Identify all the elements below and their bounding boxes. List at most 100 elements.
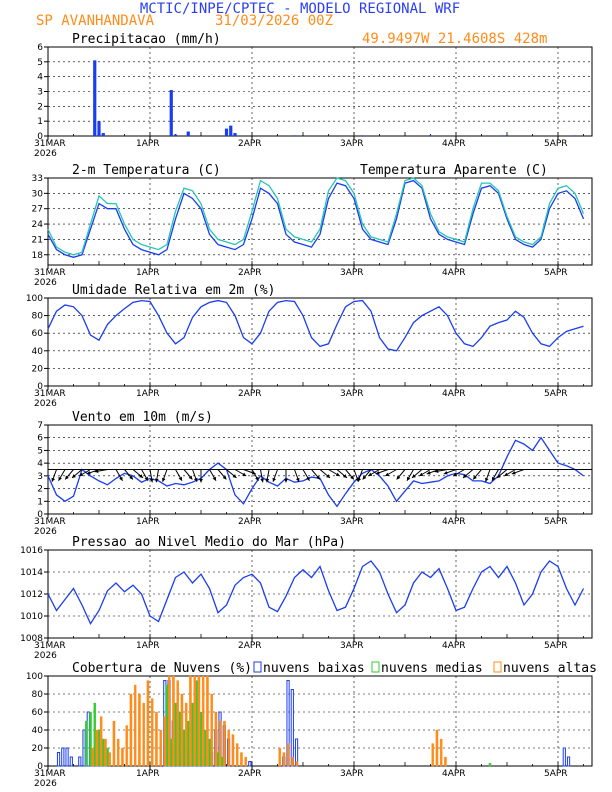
panels: 012345631MAR1APR2APR3APR4APR5APR6APR2026… [20,32,597,789]
wind-arrow-head [199,478,203,483]
wind-arrow-head [463,474,467,478]
y-tick-label: 5 [37,58,43,68]
cloud-bar-2 [278,747,281,767]
y-tick-label: 1 [37,497,43,507]
cloud-bar-2 [150,698,154,767]
cloud-bar-0 [56,752,61,767]
x-year-label: 2026 [34,399,57,409]
cloud-bar-2 [99,716,103,767]
precip-bar [101,133,105,136]
cloud-bar-2 [116,738,120,767]
cloud-bar-2 [244,756,247,767]
panel-title: 2-m Temperatura (C) [72,163,221,178]
cloud-bar-2 [108,752,111,767]
x-tick-label: 1APR [136,769,160,779]
cloud-bar-2 [184,702,188,767]
header-title: MCTIC/INPE/CPTEC - MODELO REGIONAL WRF [140,1,460,17]
series-line-0 [47,179,585,258]
cloud-bar-2 [240,752,243,767]
cloud-bar-2 [125,725,128,767]
x-tick-label: 31MAR [34,139,66,149]
panel-temp [44,177,593,269]
x-tick-label: 1APR [136,268,160,278]
y-tick-label: 33 [32,174,43,184]
cloud-bar-2 [201,675,205,767]
panel-cloud [44,661,593,770]
wind-arrow-head [272,477,277,482]
cloud-bar-2 [435,729,439,767]
header-location: 49.9497W 21.4608S 428m [362,31,547,47]
cloud-bar-0 [78,756,82,767]
cloud-bar-0 [61,747,65,767]
x-tick-label: 3APR [340,139,364,149]
x-tick-label: 2APR [238,389,262,399]
wind-arrow-head [473,475,477,480]
wind-arrow-head [188,475,193,480]
x-tick-label: 4APR [442,517,466,527]
x-tick-label: 2APR [238,139,262,149]
header-station: SP AVANHANDAVA [36,13,155,29]
wind-arrow-head [419,472,424,476]
cloud-bar-2 [206,675,209,767]
wind-arrow-head [94,469,99,474]
panel-title: Pressao ao Nivel Medio do Mar (hPa) [72,535,346,550]
cloud-bar-2 [176,680,179,767]
wind-arrow-head [232,474,237,478]
panel-frame [47,297,593,387]
wind-arrow-head [343,474,347,478]
series-line-0 [47,436,584,508]
wind-arrow-head [368,472,373,476]
cloud-bar-1 [488,763,492,767]
y-tick-label: 1016 [20,546,43,556]
y-tick-label: 60 [32,708,44,718]
cloud-bar-2 [286,743,290,767]
x-tick-label: 5APR [544,139,568,149]
wind-arrow-head [295,477,300,482]
wind-arrow-head [255,476,259,481]
y-tick-label: 27 [32,205,43,215]
y-tick-label: 4 [37,459,43,469]
wind-arrow-head [306,476,310,481]
cloud-bar-2 [231,734,235,767]
y-tick-label: 1 [37,117,43,127]
x-tick-label: 1APR [136,641,160,651]
wind-arrow-head [407,476,411,481]
cloud-bar-2 [172,675,175,767]
x-tick-label: 31MAR [34,268,66,278]
cloud-bar-2 [142,702,145,767]
x-tick-label: 5APR [544,641,568,651]
cloud-bar-1 [178,711,181,767]
wind-arrow-head [326,474,330,478]
legend-swatch [493,661,502,673]
cloud-bar-2 [439,738,443,767]
x-tick-label: 5APR [544,389,568,399]
y-tick-label: 2 [37,102,43,112]
panel-title: Cobertura de Nuvens (%) [72,661,252,676]
y-tick-label: 40 [32,726,44,736]
wind-arrow-head [265,478,270,483]
cloud-bar-2 [129,693,133,767]
panel-pres [44,549,593,642]
cloud-bar-2 [431,743,434,767]
wind-arrow-head [375,470,380,475]
cloud-bar-1 [191,702,194,767]
precip-bar [93,60,97,136]
wind-arrow-head [362,475,367,480]
cloud-bar-2 [91,747,94,767]
y-tick-label: 21 [32,235,43,245]
cloud-bar-0 [248,761,252,767]
wind-arrow-head [119,476,123,481]
wind-arrow-head [212,476,216,481]
cloud-bar-0 [290,689,294,767]
x-tick-label: 31MAR [34,641,66,651]
legend-swatch [371,661,380,673]
y-tick-label: 30 [32,189,44,199]
cloud-bar-0 [86,711,90,767]
precip-bar [233,133,237,136]
x-tick-label: 5APR [544,268,568,278]
wind-arrow-head [443,470,448,475]
cloud-bar-2 [218,720,222,767]
cloud-bar-0 [65,747,69,767]
y-tick-label: 4 [37,73,43,83]
x-year-label: 2026 [34,527,57,537]
